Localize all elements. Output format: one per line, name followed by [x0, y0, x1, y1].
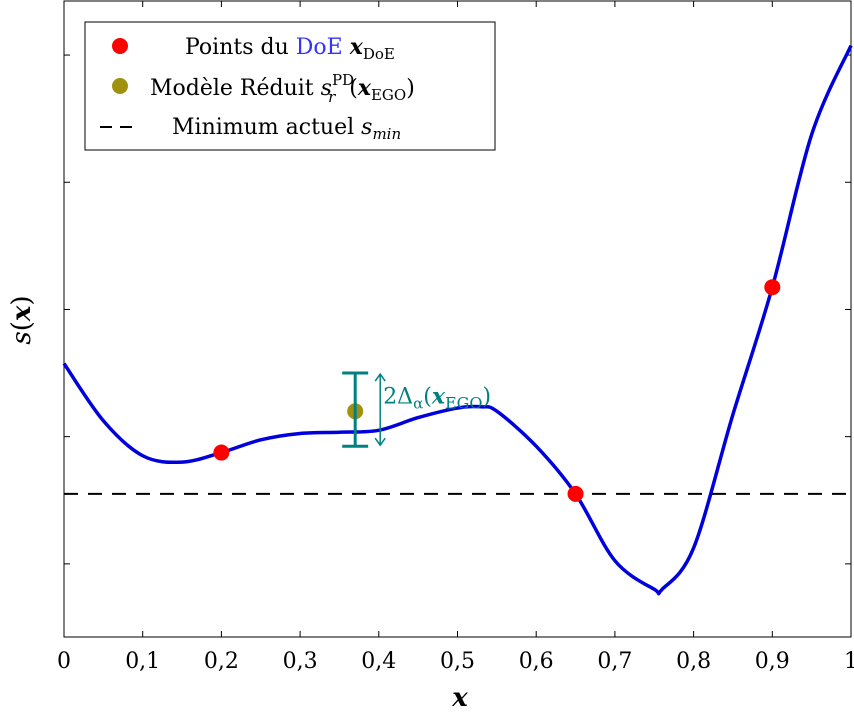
x-tick-label: 0: [57, 649, 71, 674]
doe-point: [567, 485, 584, 502]
y-axis-label-group: s(x): [7, 295, 37, 344]
x-tick-label: 0,6: [519, 649, 554, 674]
x-tick-label: 0,3: [283, 649, 318, 674]
x-tick-label: 0,2: [204, 649, 239, 674]
x-tick-label: 0,7: [597, 649, 632, 674]
doe-point: [213, 444, 230, 461]
x-tick-label: 0,8: [676, 649, 711, 674]
legend-doe-text: Points du DoE xDoE: [185, 34, 395, 63]
x-tick-label: 1: [844, 649, 854, 674]
legend-model-text: Modèle Réduit sPD r (xEGO): [150, 71, 415, 106]
x-tick-label: 0,1: [125, 649, 160, 674]
errorbar-arrowhead-top: [374, 372, 386, 382]
legend-box: [84, 21, 496, 151]
legend-min-text: Minimum actuel smin: [172, 115, 401, 143]
x-axis-label: x: [451, 683, 468, 713]
x-tick-label: 0,9: [755, 649, 790, 674]
y-axis-label: s(x): [7, 295, 37, 344]
x-tick-label: 0,4: [361, 649, 396, 674]
uncertainty-label: 2Δα(xEGO): [383, 384, 491, 413]
uncertainty-errorbar: [342, 371, 386, 448]
errorbar-arrowhead-bottom: [374, 437, 386, 447]
legend-doe-marker: [112, 38, 128, 54]
doe-point: [764, 279, 781, 296]
data-points: [213, 279, 781, 502]
legend: Points du DoE xDoE Modèle Réduit sPD r (xE…: [84, 21, 496, 151]
legend-model-marker: [112, 78, 128, 94]
x-tick-label: 0,5: [440, 649, 475, 674]
x-ticks: 0 0,1 0,2 0,3 0,4 0,5 0,6 0,7 0,8 0,9 1: [57, 1, 854, 674]
